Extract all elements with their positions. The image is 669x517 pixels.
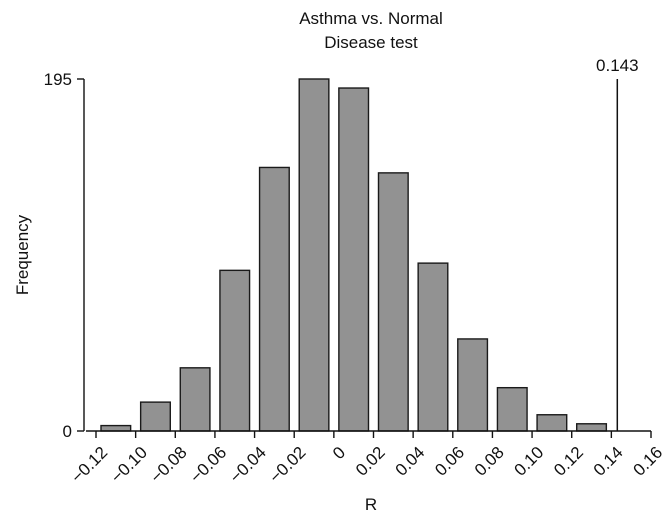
y-tick-label: 0 — [63, 422, 72, 441]
x-tick-label: −0.04 — [226, 443, 270, 487]
x-tick-label: 0.06 — [431, 443, 468, 480]
x-tick-label: 0.10 — [511, 443, 548, 480]
reference-line-group: 0.143 — [596, 56, 639, 431]
bar-8 — [417, 262, 449, 432]
x-tick-label: 0.02 — [352, 443, 389, 480]
y-tick-label: 195 — [44, 70, 72, 89]
x-ticks-group: −0.12−0.10−0.08−0.06−0.04−0.02 0 0.02 0.04 0… — [67, 431, 666, 487]
x-tick-label: 0.08 — [471, 443, 508, 480]
x-tick-label: 0.04 — [392, 443, 429, 480]
x-tick-label: −0.12 — [67, 443, 111, 487]
bar-9 — [457, 338, 489, 432]
x-tick-label: 0.14 — [590, 443, 627, 480]
bar-2 — [179, 367, 211, 432]
bar-12 — [576, 423, 608, 432]
bars-group — [100, 78, 608, 432]
x-axis-label: R — [365, 495, 377, 514]
y-ticks-group: 0 195 — [44, 70, 84, 441]
bar-6 — [338, 87, 370, 432]
bar-10 — [496, 386, 528, 432]
x-tick-label: −0.06 — [186, 443, 230, 487]
bar-1 — [139, 401, 171, 432]
x-tick-label: 0.12 — [550, 443, 587, 480]
x-tick-label: −0.08 — [147, 443, 191, 487]
chart-title: Asthma vs. Normal — [299, 9, 443, 28]
bar-4 — [258, 166, 290, 432]
x-tick-label: 0 — [329, 443, 349, 463]
bar-5 — [298, 78, 330, 432]
axes-group — [83, 79, 651, 432]
y-axis-label: Frequency — [13, 214, 32, 295]
x-tick-label: −0.02 — [266, 443, 310, 487]
chart-subtitle: Disease test — [324, 33, 418, 52]
x-tick-label: 0.16 — [629, 443, 666, 480]
bar-0 — [100, 424, 132, 432]
bar-7 — [377, 172, 409, 432]
bar-11 — [536, 414, 568, 432]
x-tick-label: −0.10 — [107, 443, 151, 487]
reference-line-label: 0.143 — [596, 56, 639, 75]
bar-3 — [219, 269, 251, 432]
